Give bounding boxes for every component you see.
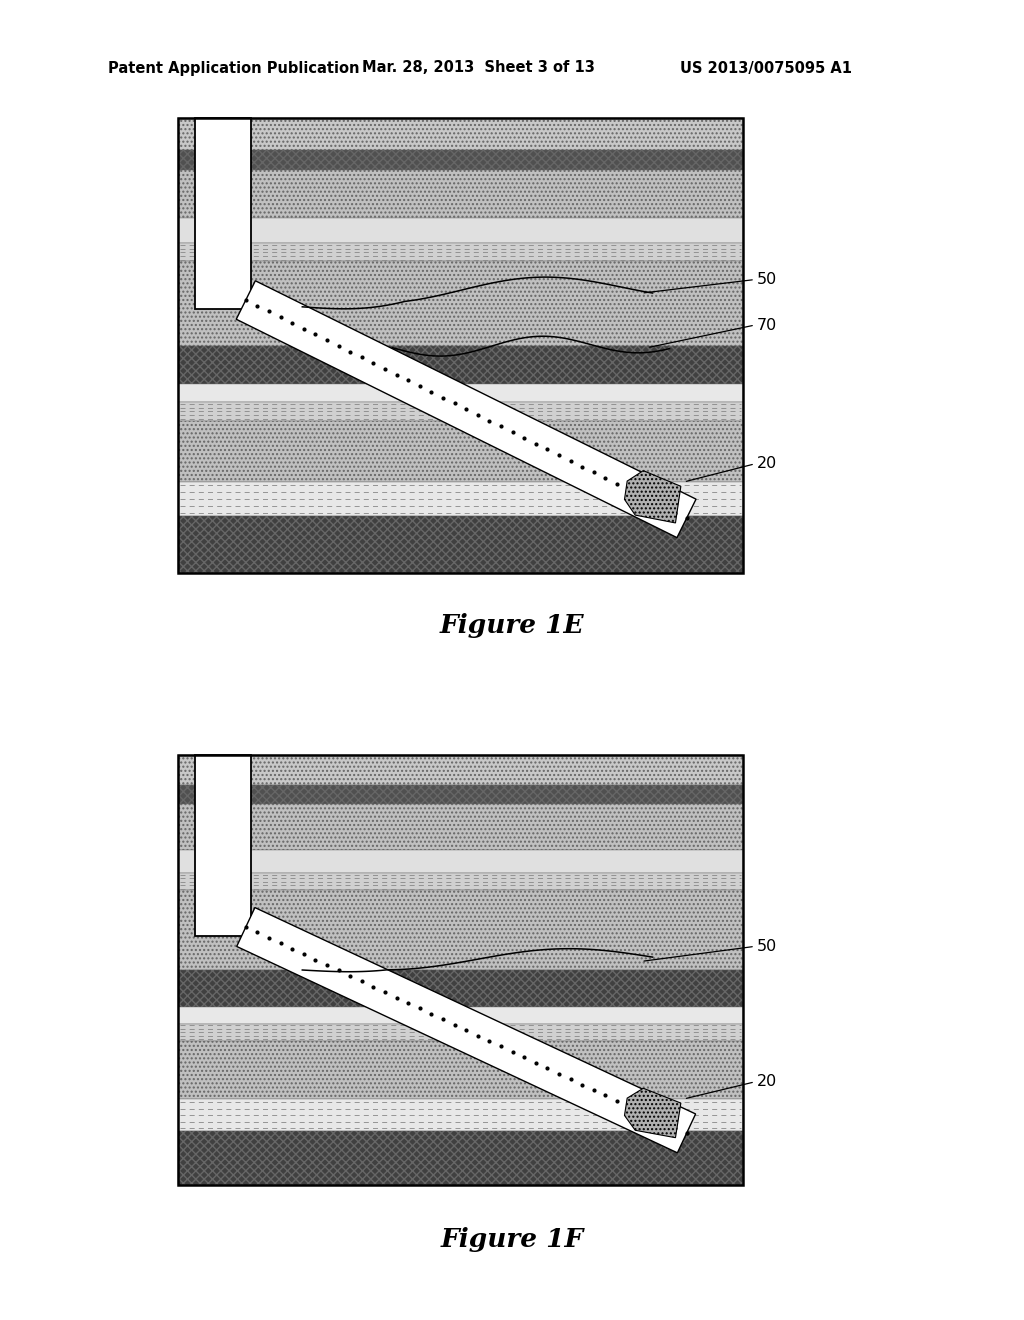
Bar — [178, 403, 743, 421]
Bar — [178, 346, 743, 384]
Polygon shape — [237, 281, 696, 537]
Bar — [178, 850, 743, 874]
Text: Figure 1E: Figure 1E — [439, 612, 585, 638]
Bar — [178, 218, 743, 243]
Text: 70: 70 — [757, 318, 777, 333]
Bar — [178, 874, 743, 891]
Bar — [178, 117, 743, 150]
Bar — [195, 117, 252, 309]
Bar — [178, 891, 743, 970]
Bar — [178, 1100, 743, 1131]
Polygon shape — [237, 908, 695, 1152]
Bar — [178, 1131, 743, 1185]
Polygon shape — [625, 471, 681, 523]
Bar — [178, 243, 743, 261]
Bar — [178, 804, 743, 850]
Bar — [178, 150, 743, 170]
Bar — [178, 1041, 743, 1100]
Bar — [178, 1024, 743, 1041]
Text: US 2013/0075095 A1: US 2013/0075095 A1 — [680, 61, 852, 75]
Text: 50: 50 — [757, 272, 777, 286]
Bar — [178, 482, 743, 516]
Bar — [178, 1007, 743, 1024]
Bar — [178, 170, 743, 218]
Bar — [178, 516, 743, 573]
Bar — [178, 261, 743, 346]
Text: 20: 20 — [757, 1074, 777, 1089]
Bar — [178, 117, 743, 573]
Polygon shape — [625, 1088, 681, 1138]
Bar — [178, 384, 743, 403]
Text: Mar. 28, 2013  Sheet 3 of 13: Mar. 28, 2013 Sheet 3 of 13 — [362, 61, 595, 75]
Text: Patent Application Publication: Patent Application Publication — [108, 61, 359, 75]
Bar — [178, 421, 743, 482]
Bar — [195, 755, 252, 936]
Bar — [178, 785, 743, 804]
Bar — [178, 755, 743, 785]
Text: 50: 50 — [757, 939, 777, 954]
Bar — [178, 755, 743, 1185]
Bar — [178, 970, 743, 1007]
Text: 20: 20 — [757, 457, 777, 471]
Text: Figure 1F: Figure 1F — [440, 1228, 584, 1253]
